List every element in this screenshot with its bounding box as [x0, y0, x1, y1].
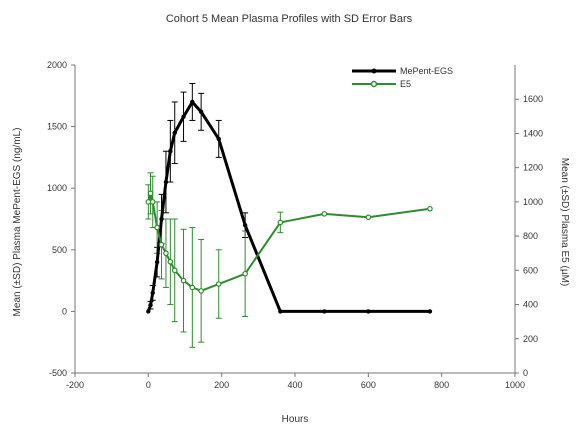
y-axis-left-label: Mean (±SD) Plasma MePent-EGS (ng/mL) [12, 128, 23, 317]
x-tick-label: 0 [146, 380, 151, 390]
data-point-mepent [216, 136, 221, 142]
data-point-e5 [149, 199, 156, 205]
y-right-tick-labels: 0 200 400 600 800 1000 1200 1400 1600 [515, 94, 543, 378]
data-point-mepent [148, 303, 153, 308]
data-point-e5 [147, 190, 154, 197]
y-right-tick-label: 600 [523, 265, 538, 275]
series-line-e5 [147, 192, 431, 292]
data-point-e5 [321, 211, 328, 217]
data-point-e5 [145, 199, 152, 205]
data-point-mepent [427, 309, 433, 314]
y-left-tick-label: 0 [62, 306, 67, 316]
legend-label-e5: E5 [400, 79, 411, 89]
data-point-mepent [168, 149, 173, 154]
x-tick-label: 1000 [505, 380, 525, 390]
y-right-tick-label: 200 [523, 334, 538, 344]
y-right-tick-label: 1000 [523, 197, 543, 207]
y-left-tick-label: -500 [49, 368, 67, 378]
data-point-mepent [322, 309, 327, 314]
y-left-tick-labels: -500 0 500 1000 1500 2000 [47, 60, 75, 378]
data-points [145, 99, 433, 314]
y-right-tick-label: 1400 [523, 128, 543, 138]
data-point-mepent [242, 222, 248, 228]
data-point-e5 [167, 258, 174, 265]
data-point-mepent [278, 309, 283, 314]
legend: MePent-EGS E5 [352, 66, 453, 89]
data-point-mepent [146, 309, 151, 314]
data-point-e5 [242, 270, 248, 277]
y-right-tick-label: 0 [523, 368, 528, 378]
x-tick-labels: -200 0 200 400 600 800 1000 [66, 373, 525, 390]
legend-marker-e5 [370, 80, 378, 88]
data-point-mepent [172, 130, 177, 135]
y-left-tick-label: 500 [52, 245, 67, 255]
data-point-mepent [150, 290, 155, 296]
y-right-tick-label: 1200 [523, 163, 543, 173]
data-point-mepent [198, 109, 204, 115]
data-point-e5 [198, 288, 204, 294]
data-point-e5 [189, 284, 196, 291]
data-point-e5 [163, 250, 169, 257]
y-right-tick-label: 1600 [523, 94, 543, 104]
x-axis-label: Hours [282, 414, 309, 425]
data-point-mepent [154, 259, 160, 265]
legend-label-mepent: MePent-EGS [400, 66, 453, 76]
data-point-e5 [154, 224, 160, 231]
y-left-tick-label: 2000 [47, 60, 67, 70]
x-tick-label: -200 [66, 380, 84, 390]
x-tick-label: 400 [287, 380, 302, 390]
x-tick-label: 600 [361, 380, 376, 390]
data-point-e5 [180, 277, 187, 284]
data-point-e5 [215, 281, 222, 287]
error-bars [145, 82, 284, 348]
data-point-e5 [171, 267, 178, 274]
y-right-tick-label: 400 [523, 300, 538, 310]
x-tick-label: 800 [434, 380, 449, 390]
y-right-tick-label: 800 [523, 231, 538, 241]
data-point-e5 [427, 205, 433, 212]
legend-marker-mepent [371, 68, 377, 74]
data-point-mepent [159, 216, 164, 222]
data-point-e5 [365, 214, 372, 221]
data-point-e5 [277, 219, 284, 226]
series-line-mepent [146, 100, 430, 313]
y-axis-right-label: Mean (±SD) Plasma E5 (µM) [559, 158, 570, 287]
series-lines [146, 100, 431, 313]
chart-title: Cohort 5 Mean Plasma Profiles with SD Er… [166, 13, 413, 25]
y-left-tick-label: 1000 [47, 183, 67, 193]
y-left-tick-label: 1500 [47, 122, 67, 132]
data-point-mepent [366, 309, 371, 314]
data-point-mepent [181, 114, 186, 119]
x-tick-label: 200 [214, 380, 229, 390]
data-point-mepent [163, 179, 169, 185]
data-point-mepent [190, 99, 195, 105]
data-point-e5 [158, 241, 165, 248]
